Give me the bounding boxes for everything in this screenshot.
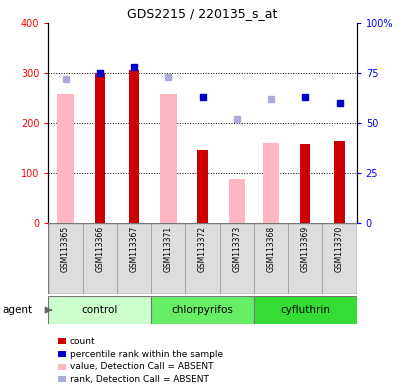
- Text: GSM113371: GSM113371: [163, 225, 172, 272]
- Bar: [57, 351, 65, 357]
- Bar: [299, 144, 310, 223]
- Text: control: control: [81, 305, 118, 315]
- Text: GSM113368: GSM113368: [266, 225, 275, 272]
- Text: GSM113365: GSM113365: [61, 225, 70, 272]
- Bar: [151, 223, 185, 294]
- Bar: [253, 223, 288, 294]
- Bar: [117, 223, 151, 294]
- Bar: [128, 71, 139, 223]
- Bar: [321, 223, 356, 294]
- Bar: [48, 223, 83, 294]
- Text: GSM113373: GSM113373: [232, 225, 241, 272]
- Bar: [48, 296, 151, 324]
- Bar: [219, 223, 253, 294]
- Text: value, Detection Call = ABSENT: value, Detection Call = ABSENT: [70, 362, 213, 371]
- Bar: [160, 94, 176, 223]
- Bar: [83, 223, 117, 294]
- Bar: [197, 151, 207, 223]
- Text: GSM113369: GSM113369: [300, 225, 309, 272]
- Bar: [57, 376, 65, 382]
- Bar: [288, 223, 321, 294]
- Text: rank, Detection Call = ABSENT: rank, Detection Call = ABSENT: [70, 375, 208, 384]
- Bar: [94, 73, 105, 223]
- Text: GSM113370: GSM113370: [334, 225, 343, 272]
- Text: chlorpyrifos: chlorpyrifos: [171, 305, 233, 315]
- Bar: [185, 223, 219, 294]
- Bar: [57, 94, 74, 223]
- Bar: [228, 179, 245, 223]
- Bar: [151, 296, 253, 324]
- Text: count: count: [70, 337, 95, 346]
- Text: percentile rank within the sample: percentile rank within the sample: [70, 349, 222, 359]
- Title: GDS2215 / 220135_s_at: GDS2215 / 220135_s_at: [127, 7, 277, 20]
- Bar: [262, 143, 279, 223]
- Bar: [253, 296, 356, 324]
- Text: GSM113372: GSM113372: [198, 225, 207, 272]
- Bar: [57, 364, 65, 370]
- Text: agent: agent: [2, 305, 32, 315]
- Text: GSM113367: GSM113367: [129, 225, 138, 272]
- Text: cyfluthrin: cyfluthrin: [280, 305, 330, 315]
- Bar: [57, 338, 65, 344]
- Bar: [334, 141, 344, 223]
- Text: GSM113366: GSM113366: [95, 225, 104, 272]
